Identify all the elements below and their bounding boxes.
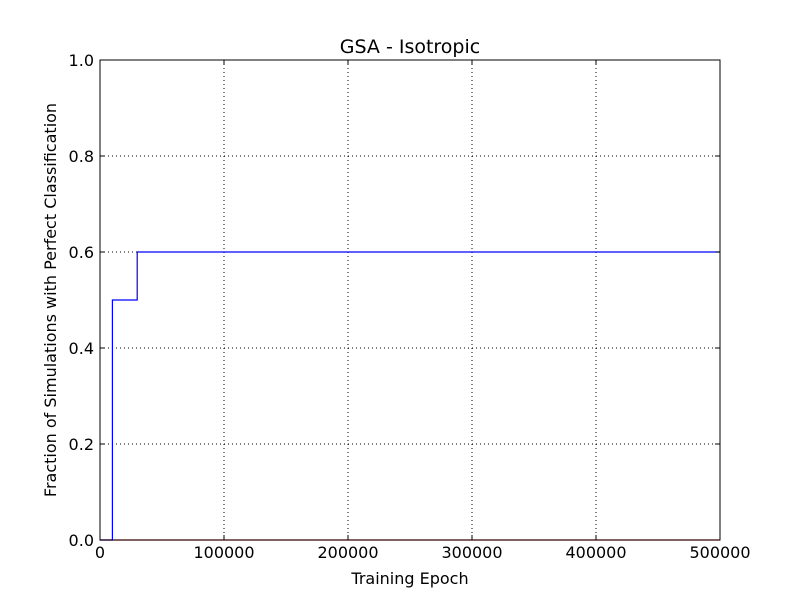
y-tick-label: 0.0 (69, 531, 94, 550)
x-tick-label: 200000 (317, 543, 378, 562)
y-tick-label: 0.8 (69, 147, 94, 166)
chart-title: GSA - Isotropic (340, 36, 480, 58)
plot-area-frame (99, 59, 721, 541)
y-tick-label: 0.4 (69, 339, 94, 358)
x-tick-label: 400000 (565, 543, 626, 562)
x-tick-label: 0 (95, 543, 105, 562)
y-tick-label: 0.2 (69, 435, 94, 454)
tick-marks (99, 59, 721, 541)
x-axis-tick-labels: 0 100000 200000 300000 400000 500000 (95, 543, 751, 562)
x-tick-label: 500000 (689, 543, 750, 562)
y-axis-label: Fraction of Simulations with Perfect Cla… (41, 103, 60, 497)
y-tick-label: 1.0 (69, 51, 94, 70)
y-axis-tick-labels: 0.0 0.2 0.4 0.6 0.8 1.0 (69, 51, 94, 550)
x-axis-label: Training Epoch (350, 569, 468, 588)
x-tick-label: 100000 (193, 543, 254, 562)
y-tick-label: 0.6 (69, 243, 94, 262)
x-tick-label: 300000 (441, 543, 502, 562)
